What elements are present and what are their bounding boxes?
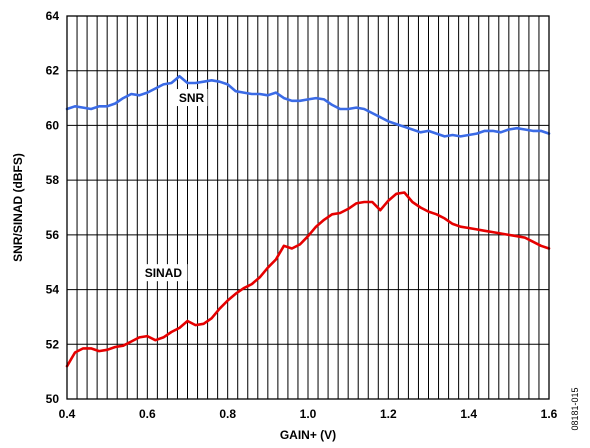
- y-tick-label: 56: [46, 228, 60, 242]
- y-tick-label: 52: [46, 337, 60, 351]
- annotation-background: [175, 89, 208, 107]
- y-tick-label: 62: [46, 64, 60, 78]
- y-tick-label: 60: [46, 118, 60, 132]
- series-lines: [65, 74, 551, 368]
- y-axis-label: SNR/SINAD (dBFS): [11, 153, 25, 262]
- x-tick-label: 0.4: [59, 407, 76, 421]
- plot-frame: [66, 15, 550, 400]
- series-line-sinad: [65, 191, 551, 368]
- x-tick-label: 1.6: [541, 407, 558, 421]
- y-tick-label: 58: [46, 173, 60, 187]
- x-tick-label: 0.8: [219, 407, 236, 421]
- x-axis-label: GAIN+ (V): [280, 428, 336, 442]
- y-tick-label: 50: [46, 392, 60, 406]
- grid-lines: [67, 16, 549, 399]
- x-tick-label: 0.6: [139, 407, 156, 421]
- series-line-snr: [65, 74, 551, 138]
- x-tick-label: 1.4: [460, 407, 477, 421]
- annotation-background: [139, 264, 188, 282]
- y-tick-label: 54: [46, 283, 60, 297]
- tick-labels: 50 52 54 56 58 60 62 64 0.4 0.6 0.8 1.0 1.2 1.4 1.6: [46, 9, 558, 421]
- y-tick-label: 64: [46, 9, 60, 23]
- series-annotations: SNR SINAD: [139, 89, 208, 282]
- x-tick-label: 1.2: [380, 407, 397, 421]
- series-label-snr: SNR: [179, 91, 205, 105]
- series-label-sinad: SINAD: [145, 266, 183, 280]
- figure-id: 08181-015: [570, 387, 580, 430]
- x-tick-label: 1.0: [300, 407, 317, 421]
